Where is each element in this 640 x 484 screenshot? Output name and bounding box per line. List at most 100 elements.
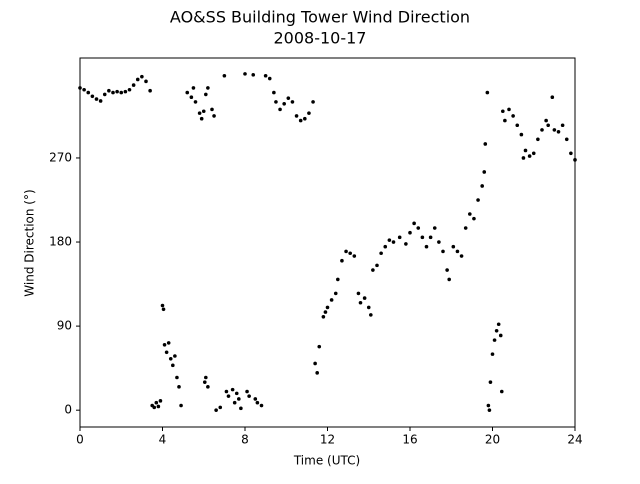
point: [255, 400, 260, 405]
point: [278, 107, 282, 112]
point: [472, 216, 476, 221]
point: [173, 354, 177, 358]
point: [317, 344, 322, 349]
x-tick-label: 0: [76, 433, 84, 447]
point: [171, 363, 175, 368]
point: [488, 380, 493, 384]
point: [218, 405, 223, 410]
point: [315, 371, 319, 375]
x-tick-label: 24: [567, 433, 582, 447]
point: [144, 79, 148, 84]
point: [336, 277, 340, 282]
point: [230, 387, 235, 392]
point: [282, 101, 286, 106]
point: [323, 310, 328, 314]
point: [140, 74, 144, 79]
point: [123, 89, 128, 94]
point: [463, 226, 468, 230]
point: [212, 114, 216, 118]
point: [162, 342, 167, 347]
point: [424, 244, 429, 249]
point: [135, 77, 140, 82]
point: [82, 87, 86, 92]
y-tick-label: 180: [49, 235, 72, 249]
point: [224, 389, 229, 394]
point: [131, 83, 136, 87]
point: [412, 221, 416, 226]
point: [152, 405, 157, 410]
point: [531, 151, 536, 156]
point: [459, 254, 464, 258]
point: [552, 128, 557, 132]
point: [480, 184, 484, 188]
point: [234, 391, 239, 396]
point: [222, 73, 227, 78]
point: [179, 403, 183, 408]
point: [237, 397, 241, 401]
point: [166, 341, 171, 345]
point: [193, 100, 198, 104]
point: [379, 251, 383, 256]
point: [556, 130, 561, 134]
point: [496, 322, 501, 327]
y-tick-label: 0: [64, 403, 72, 417]
point: [148, 88, 152, 93]
point: [78, 86, 82, 90]
point: [210, 107, 214, 112]
point: [111, 90, 115, 95]
point: [243, 72, 247, 76]
point: [408, 230, 412, 235]
point: [286, 96, 291, 100]
y-axis-label: Wind Direction (°): [23, 189, 37, 296]
point: [86, 90, 91, 95]
point: [206, 86, 210, 90]
x-tick-label: 4: [159, 433, 167, 447]
point: [369, 313, 373, 317]
point: [468, 212, 472, 216]
point: [416, 226, 421, 230]
point: [387, 238, 392, 242]
point: [245, 389, 249, 394]
point: [175, 375, 179, 380]
point: [375, 263, 379, 268]
point: [274, 100, 278, 104]
point: [232, 400, 237, 405]
point: [358, 300, 363, 305]
point: [420, 235, 425, 240]
point: [272, 90, 276, 95]
x-axis-label: Time (UTC): [293, 454, 360, 468]
point: [119, 90, 124, 95]
point: [492, 338, 497, 342]
point: [321, 314, 326, 319]
point: [437, 240, 441, 244]
y-tick-label: 90: [57, 319, 72, 333]
point: [550, 95, 555, 100]
point: [536, 137, 540, 142]
point: [191, 86, 196, 90]
point: [348, 251, 352, 256]
point: [432, 226, 437, 230]
point: [527, 154, 532, 158]
point: [362, 296, 367, 300]
point: [486, 403, 491, 408]
point: [485, 90, 490, 95]
point: [90, 94, 95, 99]
point: [160, 303, 165, 308]
point: [307, 111, 311, 115]
point: [340, 258, 344, 263]
point: [397, 235, 402, 240]
point: [523, 148, 528, 153]
point: [185, 90, 190, 95]
point: [507, 107, 511, 112]
point: [94, 97, 99, 101]
point: [404, 242, 408, 246]
y-tick-label: 270: [49, 150, 72, 164]
point: [98, 99, 103, 103]
point: [445, 268, 449, 272]
point: [107, 88, 111, 93]
point: [352, 254, 357, 258]
point: [161, 307, 166, 312]
point: [356, 291, 361, 296]
point: [127, 87, 132, 92]
